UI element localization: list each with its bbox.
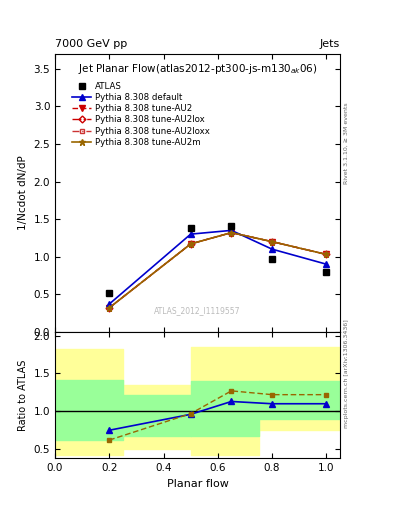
Text: mcplots.cern.ch [arXiv:1306.3436]: mcplots.cern.ch [arXiv:1306.3436] [344, 319, 349, 428]
Pythia 8.308 tune-AU2 [229, 229, 234, 236]
Pythia 8.308 tune-AU2 [107, 305, 112, 311]
Text: ATLAS_2012_I1119557: ATLAS_2012_I1119557 [154, 306, 241, 315]
X-axis label: Planar flow: Planar flow [167, 479, 228, 488]
Pythia 8.308 tune-AU2m [270, 239, 274, 245]
Pythia 8.308 tune-AU2loxx [324, 251, 329, 258]
Pythia 8.308 tune-AU2lox [270, 239, 274, 245]
Line: Pythia 8.308 tune-AU2: Pythia 8.308 tune-AU2 [107, 230, 329, 311]
Pythia 8.308 tune-AU2lox [188, 241, 193, 247]
Pythia 8.308 tune-AU2lox [107, 305, 112, 311]
Pythia 8.308 tune-AU2loxx [229, 229, 234, 236]
Pythia 8.308 tune-AU2m [324, 251, 329, 258]
Pythia 8.308 default [188, 231, 193, 237]
Pythia 8.308 default [229, 227, 234, 233]
Pythia 8.308 tune-AU2lox [229, 229, 234, 236]
Pythia 8.308 tune-AU2 [188, 241, 193, 247]
ATLAS [107, 290, 112, 296]
Pythia 8.308 tune-AU2 [270, 239, 274, 245]
Pythia 8.308 tune-AU2loxx [107, 305, 112, 311]
Text: Jet Planar Flow(atlas2012-pt300-js-m130$_{ak}$06): Jet Planar Flow(atlas2012-pt300-js-m130$… [78, 62, 317, 76]
Pythia 8.308 tune-AU2m [229, 229, 234, 236]
Text: Rivet 3.1.10, ≥ 3M events: Rivet 3.1.10, ≥ 3M events [344, 102, 349, 184]
Text: 7000 GeV pp: 7000 GeV pp [55, 38, 127, 49]
Pythia 8.308 default [324, 261, 329, 267]
Legend: ATLAS, Pythia 8.308 default, Pythia 8.308 tune-AU2, Pythia 8.308 tune-AU2lox, Py: ATLAS, Pythia 8.308 default, Pythia 8.30… [71, 80, 211, 148]
Pythia 8.308 tune-AU2 [324, 251, 329, 258]
Line: Pythia 8.308 tune-AU2loxx: Pythia 8.308 tune-AU2loxx [107, 230, 329, 310]
Line: ATLAS: ATLAS [106, 222, 330, 296]
Y-axis label: Ratio to ATLAS: Ratio to ATLAS [18, 359, 28, 431]
Pythia 8.308 tune-AU2lox [324, 251, 329, 258]
Line: Pythia 8.308 tune-AU2m: Pythia 8.308 tune-AU2m [106, 229, 330, 311]
Pythia 8.308 tune-AU2m [188, 241, 193, 247]
Pythia 8.308 tune-AU2loxx [270, 239, 274, 245]
Line: Pythia 8.308 tune-AU2lox: Pythia 8.308 tune-AU2lox [107, 230, 329, 310]
Pythia 8.308 tune-AU2m [107, 305, 112, 311]
Line: Pythia 8.308 default: Pythia 8.308 default [107, 228, 329, 307]
Pythia 8.308 tune-AU2loxx [188, 241, 193, 247]
Pythia 8.308 default [107, 301, 112, 307]
ATLAS [229, 223, 234, 229]
ATLAS [270, 256, 274, 262]
Text: Jets: Jets [320, 38, 340, 49]
ATLAS [324, 269, 329, 275]
Y-axis label: 1/Ncdot dN/dP: 1/Ncdot dN/dP [18, 156, 28, 230]
ATLAS [188, 225, 193, 231]
Pythia 8.308 default [270, 246, 274, 252]
